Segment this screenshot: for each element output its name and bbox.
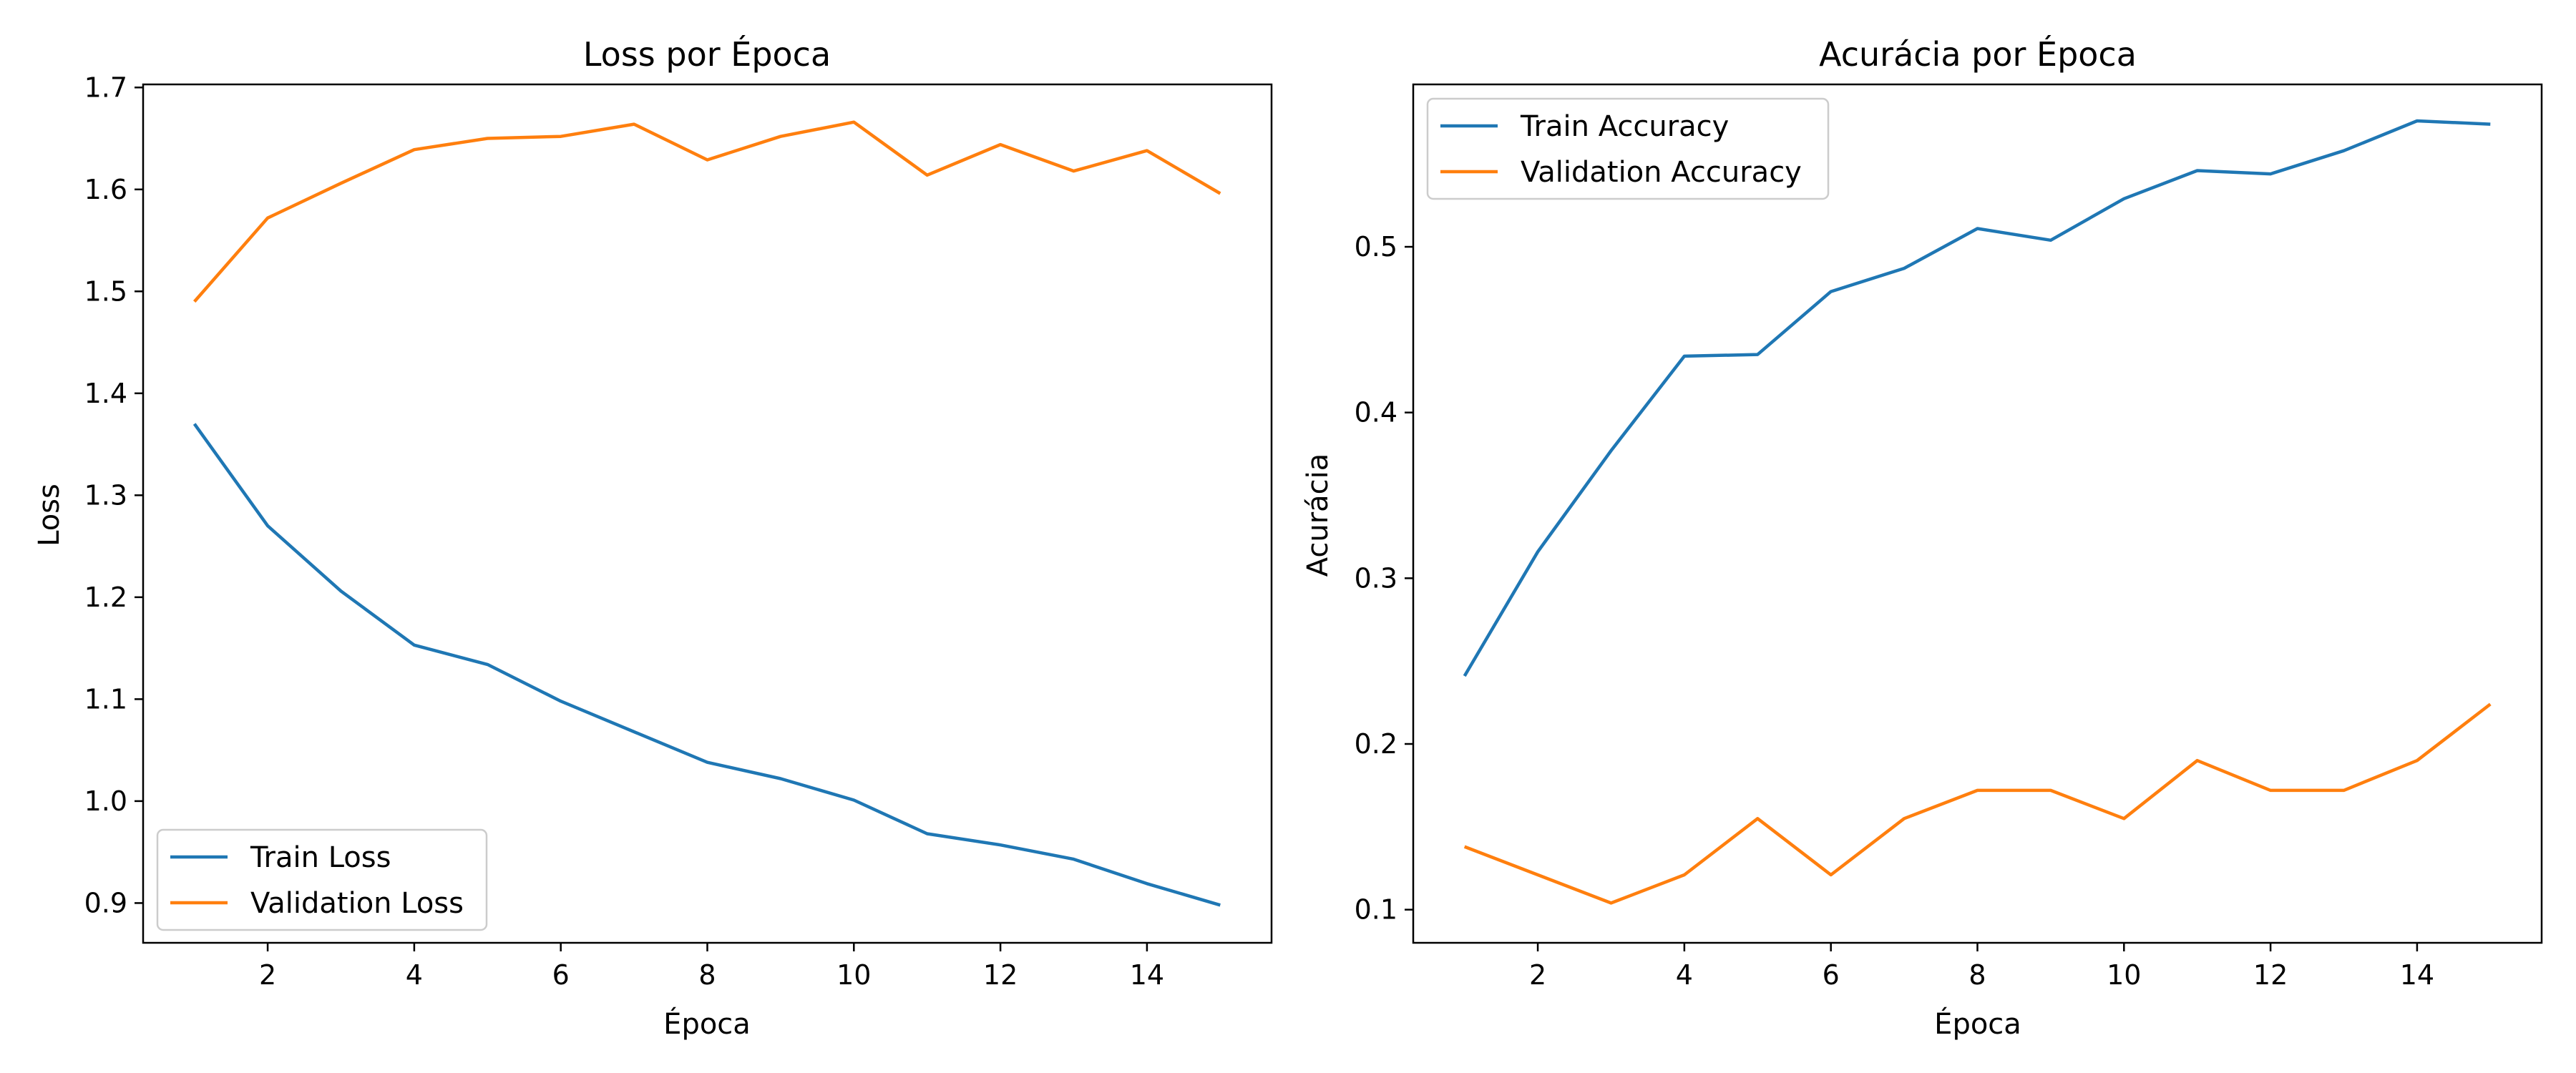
x-tick-label: 14 <box>1130 959 1164 991</box>
series-line-validation-accuracy <box>1463 702 2492 905</box>
x-tick-label: 8 <box>698 959 716 991</box>
legend-label-train-loss: Train Loss <box>250 841 391 874</box>
x-tick-label: 6 <box>552 959 570 991</box>
x-tick-label: 2 <box>259 959 276 991</box>
loss-legend: Train Loss Validation Loss <box>156 828 488 931</box>
legend-label-train-accuracy: Train Accuracy <box>1520 110 1729 143</box>
legend-label-validation-accuracy: Validation Accuracy <box>1521 156 1802 189</box>
y-tick-label: 0.4 <box>1355 397 1397 428</box>
loss-ticks: 2 4 6 8 10 12 14 0.9 1.0 1.1 1.2 1.3 1.4 1.5 1.6 1.7 <box>84 72 1165 991</box>
accuracy-x-axis-label: Época <box>1934 1006 2021 1041</box>
accuracy-legend-box <box>1426 97 1830 200</box>
x-tick-label: 12 <box>2253 959 2288 991</box>
y-tick-label: 1.4 <box>84 378 127 409</box>
loss-lines <box>192 120 1221 907</box>
y-tick-label: 0.1 <box>1355 894 1397 926</box>
loss-chart-title: Loss por Época <box>583 35 831 74</box>
accuracy-y-axis-label: Acurácia <box>1302 454 1335 577</box>
y-tick-label: 1.1 <box>84 683 127 715</box>
y-tick-label: 1.5 <box>84 275 127 307</box>
accuracy-chart-title: Acurácia por Época <box>1819 35 2137 74</box>
loss-y-axis-label: Loss <box>33 484 66 547</box>
loss-legend-box <box>156 828 488 931</box>
y-tick-label: 1.3 <box>84 479 127 511</box>
x-tick-label: 6 <box>1823 959 1840 991</box>
x-tick-label: 2 <box>1529 959 1546 991</box>
legend-label-validation-loss: Validation Loss <box>250 887 464 920</box>
y-tick-label: 0.5 <box>1355 231 1397 263</box>
y-tick-label: 0.9 <box>84 887 127 918</box>
x-tick-label: 4 <box>1676 959 1693 991</box>
accuracy-plot-frame <box>1412 83 2543 944</box>
y-tick-label: 1.6 <box>84 174 127 205</box>
accuracy-ticks: 2 4 6 8 10 12 14 0.1 0.2 0.3 0.4 0.5 <box>1355 231 2435 991</box>
x-tick-label: 8 <box>1968 959 1986 991</box>
series-line-train-accuracy <box>1463 119 2491 677</box>
accuracy-lines <box>1463 119 2492 905</box>
accuracy-legend: Train Accuracy Validation Accuracy <box>1426 97 1830 200</box>
x-tick-label: 12 <box>983 959 1018 991</box>
y-tick-label: 1.2 <box>84 582 127 613</box>
series-line-train-loss <box>192 423 1221 907</box>
x-tick-label: 14 <box>2400 959 2434 991</box>
y-tick-label: 0.2 <box>1355 728 1397 760</box>
loss-x-axis-label: Época <box>663 1006 751 1041</box>
y-tick-label: 1.0 <box>84 785 127 817</box>
y-tick-label: 1.7 <box>84 72 127 103</box>
series-line-validation-loss <box>193 120 1221 303</box>
x-tick-label: 4 <box>406 959 423 991</box>
accuracy-chart: Acurácia por Época Época Acurácia 2 4 6 8 10… <box>1302 35 2543 1041</box>
loss-chart: Loss por Época Época Loss 2 4 6 8 10 12 14 0.9 1… <box>33 35 1273 1041</box>
x-tick-label: 10 <box>2107 959 2141 991</box>
y-tick-label: 0.3 <box>1355 562 1397 594</box>
loss-plot-frame <box>142 83 1273 944</box>
x-tick-label: 10 <box>836 959 871 991</box>
